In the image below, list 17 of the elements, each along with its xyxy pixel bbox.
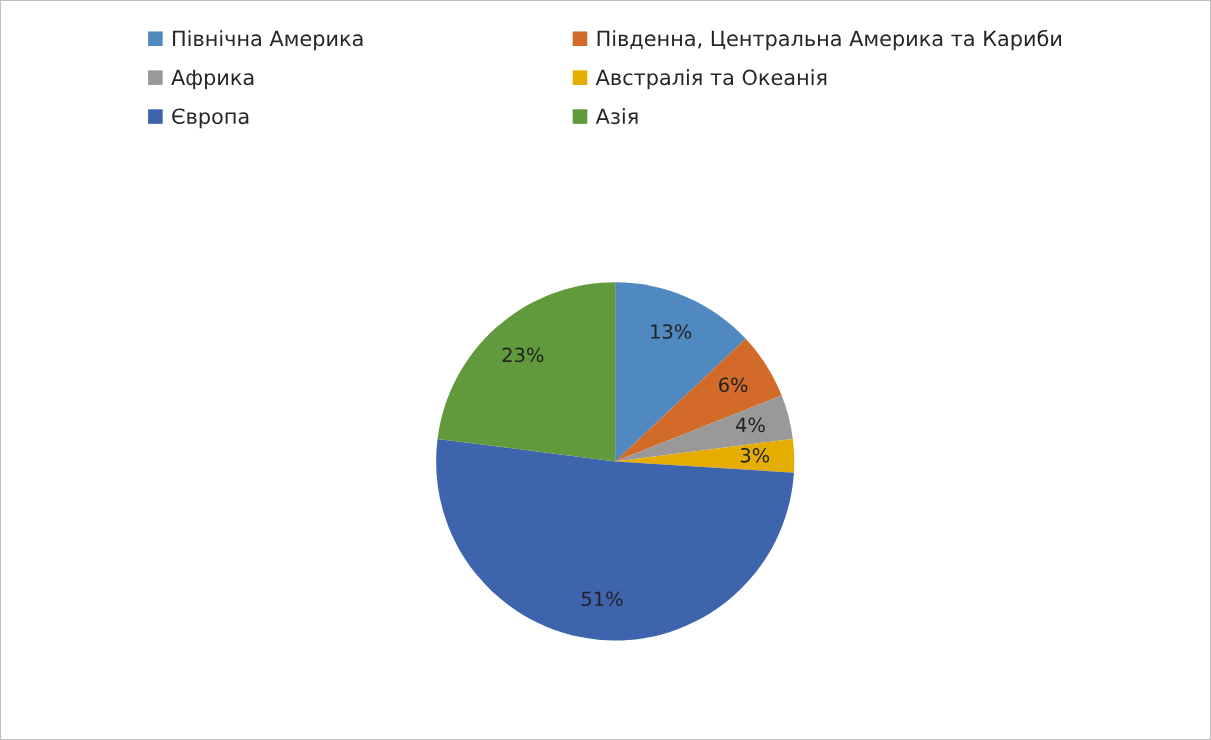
legend-label: Північна Америка bbox=[173, 30, 363, 51]
pie-slice bbox=[615, 338, 782, 462]
legend-label: Азія bbox=[595, 108, 638, 125]
data-label: 3% bbox=[740, 447, 770, 463]
pie-slice bbox=[615, 395, 793, 462]
pie-slice bbox=[436, 438, 794, 641]
legend-label: Африка bbox=[171, 69, 254, 90]
data-label: 23% bbox=[502, 347, 544, 363]
legend-label: Європа bbox=[172, 108, 249, 129]
pie-slice bbox=[437, 282, 616, 462]
legend-label: Південна, Центральна Америка та Кариби bbox=[597, 29, 1062, 51]
pie-slice bbox=[615, 438, 795, 473]
data-label: 13% bbox=[651, 324, 692, 339]
data-label: 6% bbox=[719, 377, 748, 393]
data-label: 4% bbox=[736, 417, 765, 433]
data-label: 51% bbox=[581, 591, 623, 607]
legend-label: Австралія та Океанія bbox=[595, 69, 827, 90]
